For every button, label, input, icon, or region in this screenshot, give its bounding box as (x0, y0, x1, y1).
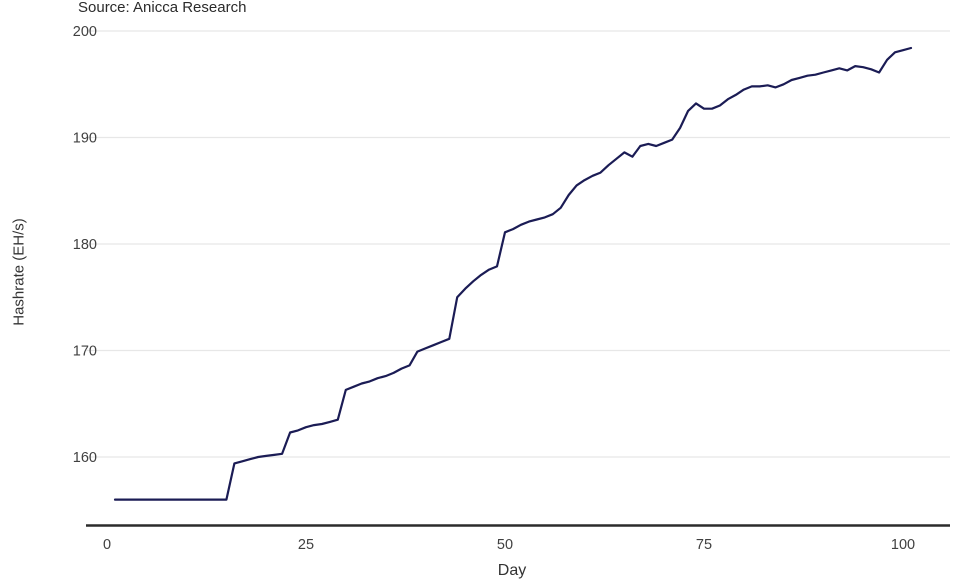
y-tick-label-160: 160 (73, 450, 97, 466)
y-tick-label-180: 180 (73, 237, 97, 253)
hashrate-line (113, 46, 913, 501)
source-caption: Source: Anicca Research (78, 0, 247, 16)
y-tick-label-200: 200 (73, 24, 97, 40)
x-tick-label-100: 100 (891, 537, 915, 553)
x-tick-label-25: 25 (298, 537, 314, 553)
x-tick-label-0: 0 (103, 537, 111, 553)
y-tick-label-190: 190 (73, 131, 97, 147)
x-tick-label-75: 75 (696, 537, 712, 553)
y-tick-label-170: 170 (73, 344, 97, 360)
x-tick-label-50: 50 (497, 537, 513, 553)
x-axis-title: Day (497, 562, 527, 579)
